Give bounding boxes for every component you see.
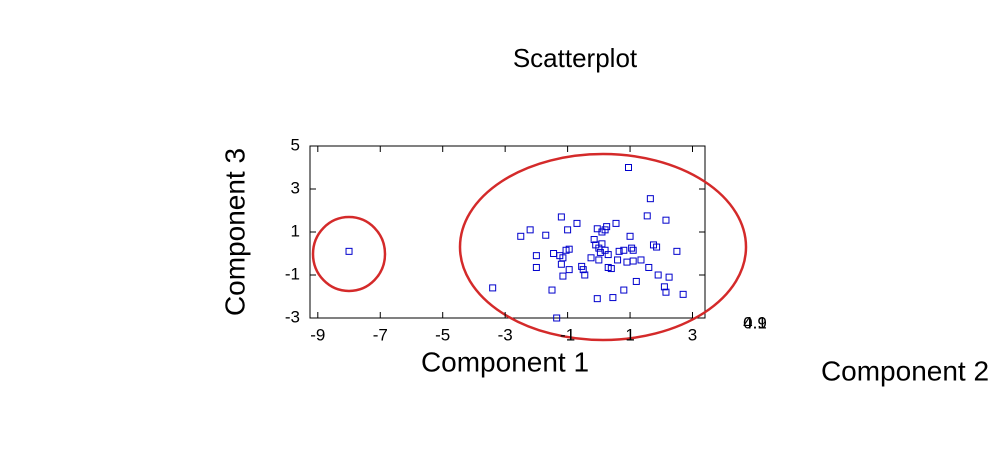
point [595, 256, 603, 264]
y-tick-label: 3 [291, 178, 300, 197]
point [607, 265, 615, 273]
point [532, 263, 540, 271]
point [614, 256, 622, 264]
point [654, 271, 662, 279]
cluster-outline [311, 215, 387, 293]
point [623, 258, 631, 266]
y-tick-label: -3 [285, 307, 300, 326]
point [548, 286, 556, 294]
z-tick-label: 4.9 [743, 313, 767, 332]
point [628, 244, 636, 252]
z-axis-title: Component 2 [821, 355, 989, 386]
z-tick-label: 0.1 [743, 313, 767, 332]
point [662, 288, 670, 296]
point [565, 245, 573, 253]
point [615, 247, 623, 255]
y-tick-label: -1 [285, 264, 300, 283]
point [553, 314, 561, 322]
x-tick-label: 1 [625, 325, 634, 344]
point [564, 226, 572, 234]
y-tick-label: 1 [291, 221, 300, 240]
point [517, 232, 525, 240]
x-tick-label: -9 [310, 325, 325, 344]
point [662, 216, 670, 224]
point [587, 254, 595, 262]
point [645, 263, 653, 271]
x-tick-label: 3 [688, 325, 697, 344]
point [557, 213, 565, 221]
point [581, 271, 589, 279]
x-tick-label: -1 [560, 325, 575, 344]
point [489, 284, 497, 292]
point [557, 260, 565, 268]
point [596, 248, 604, 256]
point [629, 257, 637, 265]
point [609, 294, 617, 302]
point [579, 266, 587, 274]
point [660, 283, 668, 291]
point [629, 246, 637, 254]
point [624, 164, 632, 171]
y-tick-label: 5 [291, 135, 300, 154]
plot-frame [309, 145, 706, 319]
point [679, 290, 687, 298]
point [632, 277, 640, 285]
point [550, 250, 558, 257]
chart-title: Scatterplot [513, 43, 638, 73]
point [626, 232, 634, 240]
point [646, 195, 654, 203]
point [593, 295, 601, 303]
point [603, 223, 611, 231]
x-axis-title: Component 1 [421, 346, 589, 377]
point [665, 273, 673, 281]
x-tick-label: -7 [373, 325, 388, 344]
point [637, 256, 645, 264]
point [620, 286, 628, 294]
point [590, 236, 598, 244]
point [532, 252, 540, 260]
point [673, 247, 681, 255]
point [559, 272, 567, 280]
point [643, 212, 651, 220]
x-tick-label: -3 [498, 325, 513, 344]
point [573, 219, 581, 227]
point [542, 231, 550, 239]
cluster-outline [458, 152, 748, 342]
point [620, 246, 628, 254]
point [345, 247, 353, 255]
x-tick-label: -5 [435, 325, 450, 344]
point [612, 219, 620, 227]
point [565, 266, 573, 274]
point [653, 243, 661, 251]
point [604, 251, 612, 259]
point [526, 226, 534, 234]
y-axis-title: Component 3 [219, 148, 250, 316]
